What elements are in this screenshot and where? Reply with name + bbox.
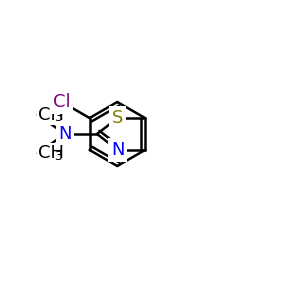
- Text: CH: CH: [38, 106, 64, 124]
- Text: 3: 3: [54, 150, 62, 163]
- Text: S: S: [112, 109, 124, 127]
- Text: N: N: [111, 141, 124, 159]
- Text: N: N: [58, 125, 72, 143]
- Text: Cl: Cl: [53, 93, 71, 111]
- Text: CH: CH: [38, 144, 64, 162]
- Text: 3: 3: [54, 111, 62, 124]
